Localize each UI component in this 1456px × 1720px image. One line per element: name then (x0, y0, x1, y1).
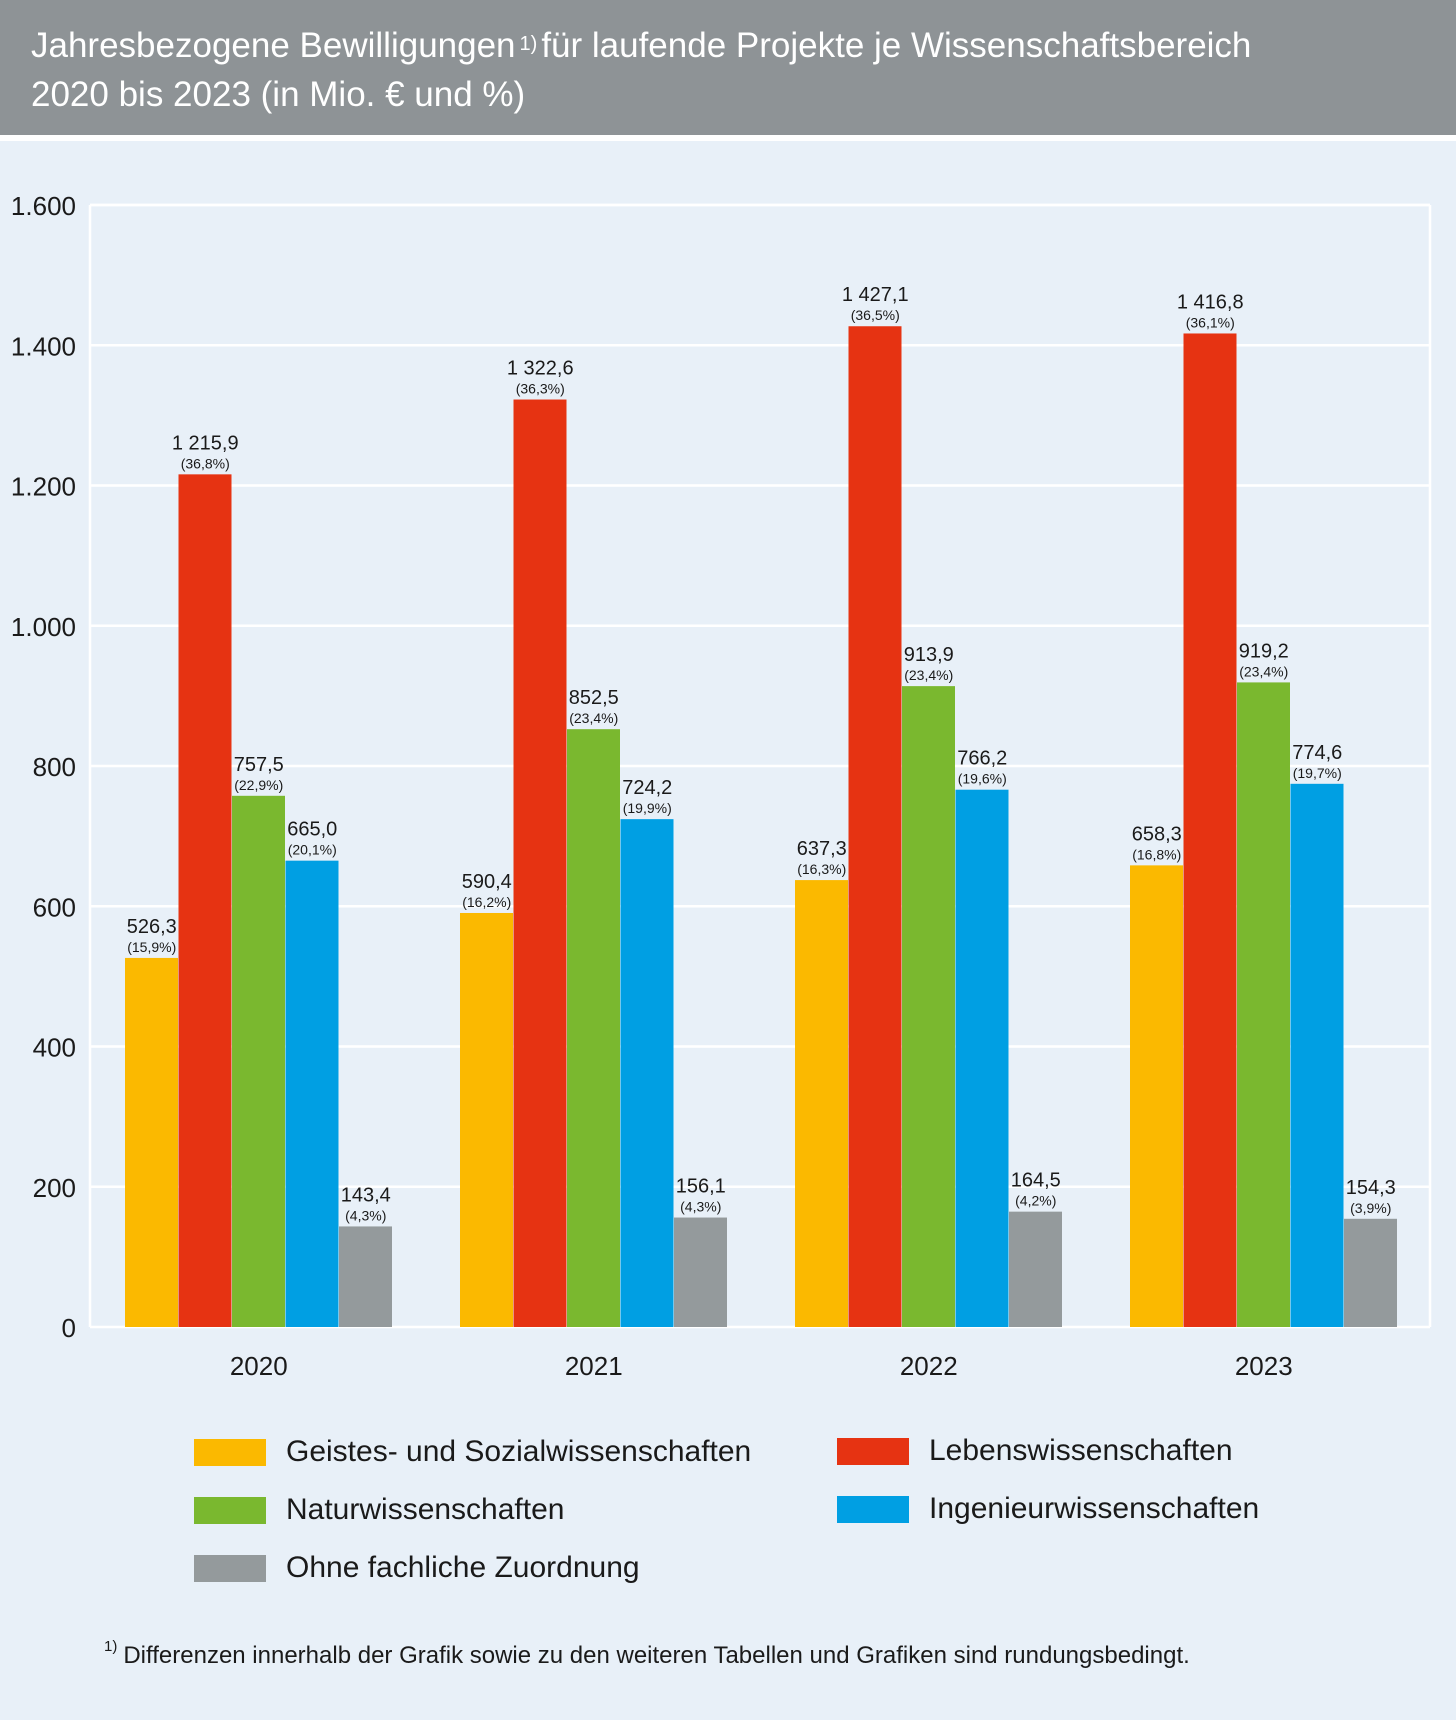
bar-percent-label: (15,9%) (127, 939, 176, 955)
bar (1130, 865, 1183, 1327)
y-tick-label: 1.200 (11, 472, 76, 502)
bar-percent-label: (22,9%) (234, 777, 283, 793)
footnote-marker: 1) (104, 1638, 118, 1655)
legend-swatch-leben (837, 1437, 909, 1465)
legend-swatch-natur (194, 1496, 266, 1524)
bar-value-label: 757,5 (234, 754, 284, 776)
x-tick-label: 2021 (565, 1351, 623, 1380)
bar-percent-label: (16,3%) (797, 861, 846, 877)
legend-label-natur: Naturwissenschaften (286, 1493, 565, 1526)
x-tick-label: 2020 (230, 1351, 288, 1380)
bar (285, 860, 339, 1327)
bar-value-label: 143,4 (341, 1184, 391, 1206)
bar-chart: 02004006008001.0001.2001.4001.600526,3(1… (11, 191, 1432, 1380)
bar (955, 789, 1009, 1327)
bar-value-label: 1 322,6 (507, 358, 574, 380)
x-tick-label: 2023 (1235, 1351, 1293, 1380)
bar (513, 399, 567, 1327)
legend-item-geistes: Geistes- und Sozialwissenschaften (194, 1435, 752, 1468)
y-tick-label: 0 (62, 1313, 76, 1343)
bar (1183, 333, 1237, 1327)
bar-percent-label: (36,3%) (516, 381, 565, 397)
bar (795, 880, 848, 1327)
bar-value-label: 1 427,1 (842, 284, 909, 306)
bar (125, 957, 178, 1327)
bar-value-label: 590,4 (462, 871, 512, 893)
bar-percent-label: (36,8%) (181, 455, 230, 471)
bar-value-label: 156,1 (676, 1176, 726, 1198)
bar (178, 474, 232, 1328)
bar-percent-label: (16,2%) (462, 894, 511, 910)
y-tick-label: 1.400 (11, 331, 76, 361)
bar (232, 795, 285, 1327)
bar-value-label: 526,3 (127, 916, 177, 938)
bar (1290, 783, 1344, 1327)
bar-value-label: 774,6 (1292, 742, 1342, 764)
bar-percent-label: (4,3%) (345, 1207, 386, 1223)
legend-item-ohne: Ohne fachliche Zuordnung (194, 1551, 640, 1584)
y-tick-label: 1.600 (11, 191, 76, 221)
bar-value-label: 724,2 (622, 777, 672, 799)
legend-swatch-geistes (194, 1438, 266, 1466)
chart-header: Jahresbezogene Bewilligungen 1) für laufen… (0, 0, 1456, 141)
bar (1237, 682, 1290, 1327)
bar-value-label: 164,5 (1011, 1170, 1061, 1192)
bar-value-label: 1 416,8 (1177, 291, 1244, 313)
title-part-b: für laufende Projekte je Wissenschaftsbe… (541, 26, 1252, 65)
title-footnote-marker: 1) (519, 33, 538, 55)
bar-percent-label: (23,4%) (904, 667, 953, 683)
bar-percent-label: (19,9%) (623, 800, 672, 816)
bar (460, 912, 513, 1327)
chart-title-line2: 2020 bis 2023 (in Mio. € und %) (31, 75, 526, 114)
bar-percent-label: (19,7%) (1293, 765, 1342, 781)
bar-percent-label: (36,5%) (851, 307, 900, 323)
legend-label-ingenieur: Ingenieurwissenschaften (929, 1492, 1260, 1525)
bar-value-label: 1 215,9 (172, 432, 239, 454)
legend-item-ingenieur: Ingenieurwissenschaften (837, 1492, 1260, 1525)
bar-value-label: 154,3 (1346, 1177, 1396, 1199)
bar-value-label: 637,3 (797, 838, 847, 860)
bar-percent-label: (4,2%) (1015, 1193, 1056, 1209)
legend-item-natur: Naturwissenschaften (194, 1493, 565, 1526)
bar-percent-label: (23,4%) (1239, 663, 1288, 679)
bar-percent-label: (19,6%) (958, 771, 1007, 787)
bar (1344, 1218, 1397, 1327)
bar (902, 686, 955, 1327)
bar-percent-label: (4,3%) (680, 1199, 721, 1215)
bar-value-label: 852,5 (569, 687, 619, 709)
legend-item-leben: Lebenswissenschaften (837, 1434, 1233, 1467)
chart-title-line1: Jahresbezogene Bewilligungen 1) für laufen… (31, 26, 1251, 66)
legend-label-leben: Lebenswissenschaften (929, 1434, 1233, 1467)
bar-value-label: 665,0 (287, 819, 337, 841)
bar-percent-label: (16,8%) (1132, 846, 1181, 862)
bar-percent-label: (36,1%) (1186, 314, 1235, 330)
bar-value-label: 919,2 (1239, 640, 1289, 662)
bar-percent-label: (3,9%) (1350, 1200, 1391, 1216)
bar-value-label: 766,2 (957, 748, 1007, 770)
bar (848, 326, 902, 1328)
bar (1009, 1211, 1062, 1327)
legend-label-ohne: Ohne fachliche Zuordnung (286, 1551, 640, 1584)
bar (339, 1226, 392, 1327)
title-part-a: Jahresbezogene Bewilligungen (31, 26, 516, 65)
bar-value-label: 913,9 (904, 644, 954, 666)
legend-swatch-ohne (194, 1554, 266, 1582)
bar (567, 729, 620, 1327)
footnote-text: Differenzen innerhalb der Grafik sowie z… (123, 1642, 1190, 1669)
bar-value-label: 658,3 (1132, 823, 1182, 845)
bar (620, 819, 674, 1327)
y-tick-label: 800 (33, 752, 76, 782)
y-tick-label: 400 (33, 1033, 76, 1063)
y-tick-label: 600 (33, 892, 76, 922)
bar-percent-label: (20,1%) (288, 842, 337, 858)
x-tick-label: 2022 (900, 1351, 958, 1380)
bar (674, 1217, 727, 1327)
legend-label-geistes: Geistes- und Sozialwissenschaften (286, 1435, 752, 1468)
y-tick-label: 1.000 (11, 612, 76, 642)
legend-swatch-ingenieur (837, 1495, 909, 1523)
y-tick-label: 200 (33, 1173, 76, 1203)
footnote: 1) Differenzen innerhalb der Grafik sowie… (104, 1638, 1190, 1670)
bar-percent-label: (23,4%) (569, 710, 618, 726)
